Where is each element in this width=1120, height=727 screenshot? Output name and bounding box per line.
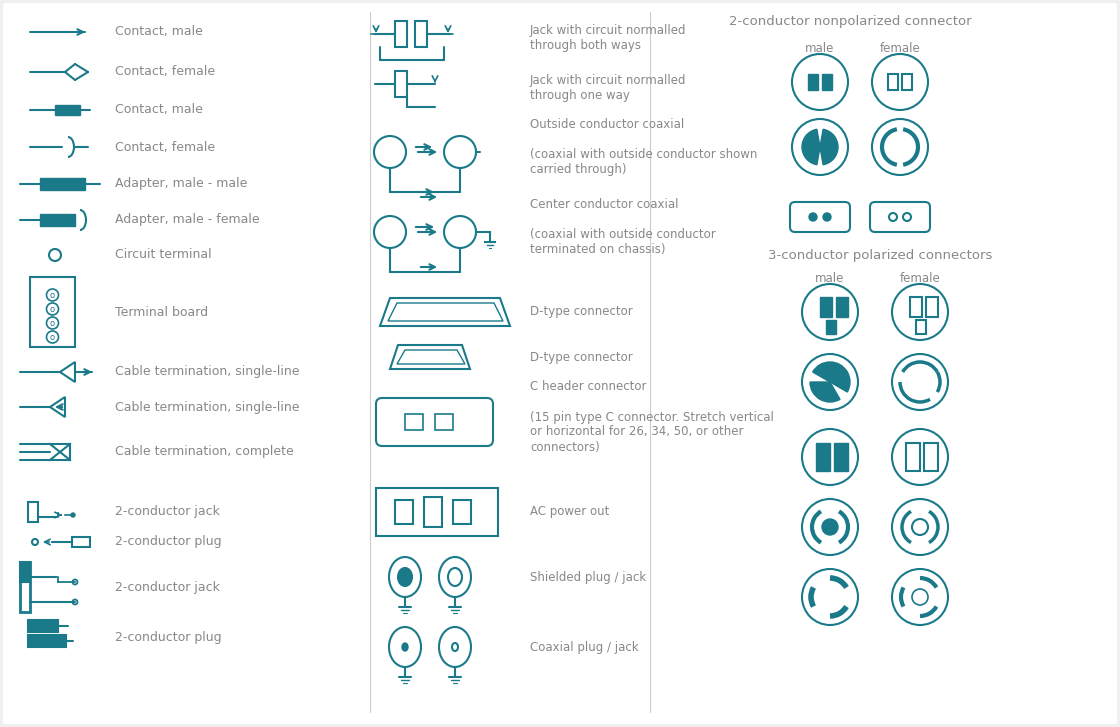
Text: male: male xyxy=(805,42,834,55)
Bar xyxy=(808,74,818,90)
Text: AC power out: AC power out xyxy=(530,505,609,518)
Bar xyxy=(416,21,427,47)
Bar xyxy=(926,297,939,317)
Bar xyxy=(916,320,926,334)
Bar xyxy=(902,74,912,90)
Bar xyxy=(30,277,75,347)
Bar xyxy=(395,21,407,47)
Bar xyxy=(906,443,920,471)
Text: D-type connector: D-type connector xyxy=(530,350,633,364)
Ellipse shape xyxy=(398,568,412,586)
Text: Outside conductor coaxial

(coaxial with outside conductor shown
carried through: Outside conductor coaxial (coaxial with … xyxy=(530,118,757,176)
Text: Contact, male: Contact, male xyxy=(115,103,203,116)
Text: 2-conductor plug: 2-conductor plug xyxy=(115,536,222,548)
Circle shape xyxy=(823,213,831,221)
Bar xyxy=(452,500,472,524)
Text: Contact, female: Contact, female xyxy=(115,140,215,153)
Text: Coaxial plug / jack: Coaxial plug / jack xyxy=(530,640,638,654)
Bar xyxy=(20,562,30,582)
Bar xyxy=(28,502,38,522)
Bar xyxy=(424,497,442,527)
Bar xyxy=(55,105,80,115)
Text: C header connector

(15 pin type C connector. Stretch vertical
or horizontal for: C header connector (15 pin type C connec… xyxy=(530,380,774,454)
Bar xyxy=(395,500,413,524)
Text: D-type connector: D-type connector xyxy=(530,305,633,318)
Text: Cable termination, complete: Cable termination, complete xyxy=(115,446,293,459)
Bar xyxy=(822,74,832,90)
Text: Jack with circuit normalled
through both ways: Jack with circuit normalled through both… xyxy=(530,24,687,52)
Bar xyxy=(72,537,90,547)
Text: o: o xyxy=(50,305,55,313)
Bar xyxy=(20,562,30,612)
Text: 2-conductor plug: 2-conductor plug xyxy=(115,630,222,643)
Wedge shape xyxy=(802,129,820,165)
Text: Cable termination, single-line: Cable termination, single-line xyxy=(115,366,299,379)
Bar xyxy=(836,297,848,317)
Text: 2-conductor jack: 2-conductor jack xyxy=(115,505,220,518)
Text: Cable termination, single-line: Cable termination, single-line xyxy=(115,401,299,414)
Text: 2-conductor jack: 2-conductor jack xyxy=(115,580,220,593)
Bar xyxy=(924,443,939,471)
Bar xyxy=(435,414,452,430)
Bar xyxy=(909,297,922,317)
Bar xyxy=(888,74,898,90)
Circle shape xyxy=(809,213,816,221)
Circle shape xyxy=(71,513,75,517)
Circle shape xyxy=(822,519,838,535)
Text: 3-conductor polarized connectors: 3-conductor polarized connectors xyxy=(768,249,992,262)
Text: Adapter, male - male: Adapter, male - male xyxy=(115,177,248,190)
Text: o: o xyxy=(50,332,55,342)
Text: Center conductor coaxial

(coaxial with outside conductor
terminated on chassis): Center conductor coaxial (coaxial with o… xyxy=(530,198,716,256)
Bar xyxy=(40,178,85,190)
Wedge shape xyxy=(810,382,840,402)
Text: Jack with circuit normalled
through one way: Jack with circuit normalled through one … xyxy=(530,74,687,102)
FancyBboxPatch shape xyxy=(3,3,1117,724)
Text: Circuit terminal: Circuit terminal xyxy=(115,249,212,262)
Wedge shape xyxy=(813,362,848,382)
Bar xyxy=(395,71,407,97)
Text: male: male xyxy=(815,273,844,286)
Bar xyxy=(825,320,836,334)
Ellipse shape xyxy=(402,643,408,651)
Bar xyxy=(28,635,66,647)
Text: Terminal board: Terminal board xyxy=(115,305,208,318)
Bar xyxy=(816,443,830,471)
Text: Contact, male: Contact, male xyxy=(115,25,203,39)
Bar xyxy=(28,620,58,632)
Text: o: o xyxy=(50,291,55,300)
Wedge shape xyxy=(820,129,838,165)
Text: female: female xyxy=(899,273,941,286)
Text: Shielded plug / jack: Shielded plug / jack xyxy=(530,571,646,584)
Text: 2-conductor nonpolarized connector: 2-conductor nonpolarized connector xyxy=(729,15,971,28)
Text: o: o xyxy=(50,318,55,327)
Text: Contact, female: Contact, female xyxy=(115,65,215,79)
Bar xyxy=(820,297,832,317)
Text: Adapter, male - female: Adapter, male - female xyxy=(115,214,260,227)
Bar xyxy=(834,443,848,471)
Text: female: female xyxy=(879,42,921,55)
Wedge shape xyxy=(830,372,850,392)
Bar xyxy=(405,414,423,430)
Bar xyxy=(40,214,75,226)
